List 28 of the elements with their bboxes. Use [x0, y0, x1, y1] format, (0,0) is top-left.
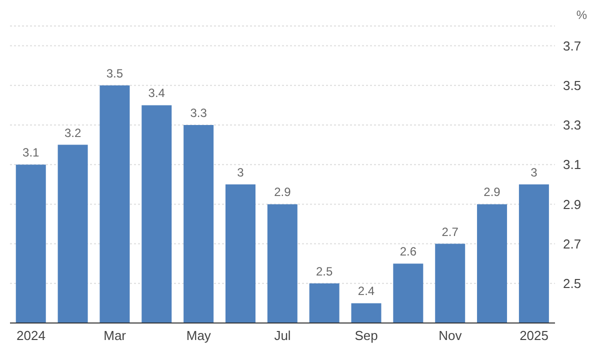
x-tick-label: Mar — [104, 328, 127, 344]
data-label: 2.7 — [442, 224, 459, 239]
x-tick-label: Jul — [274, 328, 291, 344]
x-tick-label: Nov — [438, 328, 462, 344]
y-tick-label: 2.7 — [563, 236, 582, 252]
y-tick-label: 3.1 — [563, 157, 582, 172]
data-label: 2.5 — [316, 264, 333, 278]
y-tick-label: 2.9 — [563, 196, 582, 212]
data-label: 2.6 — [400, 244, 417, 259]
data-label: 3.2 — [64, 126, 82, 140]
y-axis-title: % — [576, 8, 587, 22]
x-tick-label: 2025 — [520, 328, 548, 344]
data-label: 2.9 — [274, 185, 292, 200]
data-label: 2.9 — [484, 185, 501, 200]
y-tick-label: 3.7 — [563, 38, 582, 54]
y-tick-label: 3.5 — [563, 78, 582, 94]
x-tick-label: Sep — [354, 328, 378, 344]
data-label: 3 — [237, 165, 244, 180]
data-label: 3.1 — [22, 146, 40, 160]
data-label: 3.5 — [106, 66, 124, 80]
data-label: 3.4 — [148, 86, 166, 100]
x-tick-label: May — [186, 328, 212, 344]
y-tick-label: 2.5 — [563, 276, 582, 292]
data-label: 2.4 — [358, 284, 375, 298]
data-label: 3 — [530, 165, 538, 180]
data-label: 3.3 — [190, 106, 208, 120]
x-tick-label: 2024 — [16, 328, 46, 344]
y-tick-label: 3.3 — [563, 118, 582, 133]
